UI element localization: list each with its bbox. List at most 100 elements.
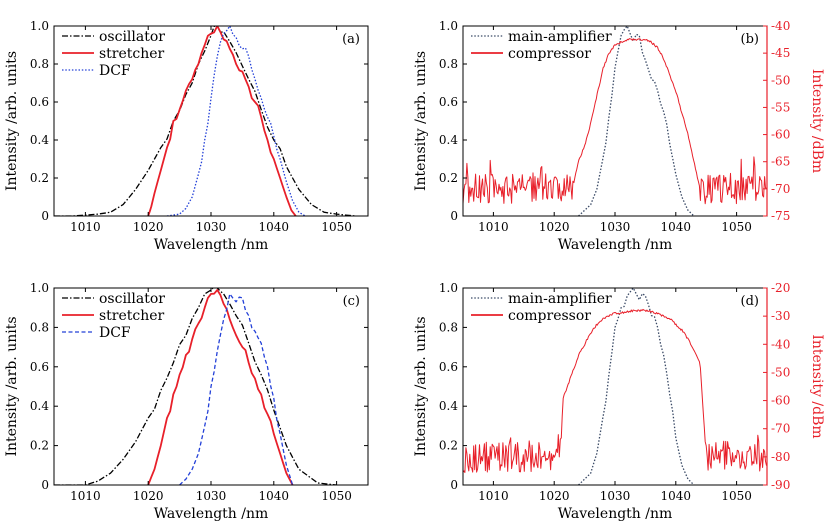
y2-tick-label: -45: [771, 46, 790, 60]
y-tick-label: 0: [450, 209, 458, 223]
y-tick-label: 0.2: [439, 439, 458, 453]
panel-b: 1010 1020 1030 1040 1050 0 0.2 0.4 0.6 0.8 1.0 -75 -…: [413, 19, 824, 253]
plot-area: [463, 288, 767, 485]
series-line-stretcher: [147, 289, 294, 485]
y2-axis-label: Intensity /dBm: [809, 69, 824, 173]
legend-label: oscillator: [99, 29, 165, 45]
y2-tick-label: -80: [771, 450, 790, 464]
x-tick-label: 1020: [133, 489, 164, 503]
panel-a: 1010 1020 1030 1040 1050 0 0.2 0.4 0.6 0.8 1.0 Wave…: [4, 19, 369, 253]
y-tick-label: 0.2: [30, 439, 49, 453]
y-tick-label: 0.6: [30, 95, 49, 109]
x-tick-label: 1040: [661, 489, 692, 503]
panel-label: (b): [741, 32, 759, 47]
panel-d: 1010 1020 1030 1040 1050 0 0.2 0.4 0.6 0.8 1.0 -90 -…: [413, 281, 824, 522]
y2-tick-label: -50: [771, 73, 790, 87]
y-tick-label: 0.2: [30, 171, 49, 185]
y2-tick-label: -30: [771, 309, 790, 323]
x-axis-label: Wavelength /nm: [558, 506, 673, 522]
series-line-dcf: [179, 293, 294, 485]
panel-c: 1010 1020 1030 1040 1050 0 0.2 0.4 0.6 0.8 1.0 Wave…: [4, 281, 369, 522]
y-tick-label: 0.8: [439, 320, 458, 334]
x-tick-label: 1040: [259, 220, 290, 234]
x-axis-label: Wavelength /nm: [154, 237, 269, 253]
x-tick-label: 1040: [661, 220, 692, 234]
y-axis-label: Intensity /arb. units: [4, 316, 20, 456]
y-tick-label: 0: [450, 478, 458, 492]
x-tick-label: 1020: [133, 220, 164, 234]
x-tick-label: 1030: [196, 489, 227, 503]
x-tick-label: 1050: [321, 489, 352, 503]
y2-tick-label: -55: [771, 100, 790, 114]
x-tick-label: 1030: [196, 220, 227, 234]
legend-label: main-amplifier: [508, 291, 612, 307]
series-line-oscillator: [54, 288, 337, 485]
y2-tick-label: -70: [771, 422, 790, 436]
panel-label: (a): [342, 32, 360, 47]
x-tick-label: 1050: [721, 489, 752, 503]
plot-area: [54, 288, 337, 485]
y2-tick-label: -90: [771, 478, 790, 492]
y-tick-label: 0.6: [30, 360, 49, 374]
y-tick-label: 1.0: [439, 281, 458, 295]
x-axis-label: Wavelength /nm: [154, 506, 269, 522]
series-line-main-amplifier: [578, 288, 695, 485]
y-tick-label: 0.8: [30, 320, 49, 334]
series-line-compressor: [463, 308, 767, 473]
legend-label: oscillator: [99, 291, 165, 307]
y2-tick-label: -40: [771, 19, 790, 33]
y2-tick-label: -65: [771, 155, 790, 169]
x-tick-label: 1010: [70, 220, 101, 234]
x-tick-label: 1040: [259, 489, 290, 503]
y-axis-label: Intensity /arb. units: [413, 316, 429, 456]
y-tick-label: 0.2: [439, 171, 458, 185]
x-tick-label: 1010: [70, 489, 101, 503]
series-line-dcf: [166, 26, 306, 216]
x-tick-label: 1020: [539, 489, 570, 503]
y2-tick-label: -40: [771, 337, 790, 351]
series-line-stretcher: [147, 26, 297, 216]
y-tick-label: 1.0: [30, 281, 49, 295]
x-tick-label: 1030: [600, 220, 631, 234]
legend-label: DCF: [99, 63, 131, 79]
y-tick-label: 0.4: [30, 133, 49, 147]
panel-label: (d): [741, 294, 759, 309]
x-axis-label: Wavelength /nm: [558, 237, 673, 253]
x-tick-label: 1050: [321, 220, 352, 234]
y-tick-label: 0.4: [439, 399, 458, 413]
x-tick-label: 1020: [539, 220, 570, 234]
y-tick-label: 0: [41, 478, 49, 492]
y-axis-label: Intensity /arb. units: [413, 51, 429, 191]
x-tick-label: 1010: [478, 489, 509, 503]
x-tick-label: 1010: [478, 220, 509, 234]
y-tick-label: 0.4: [439, 133, 458, 147]
y-tick-label: 0: [41, 209, 49, 223]
y2-axis-label: Intensity /dBm: [809, 334, 824, 438]
x-tick-label: 1050: [721, 220, 752, 234]
y2-tick-label: -20: [771, 281, 790, 295]
y2-tick-label: -60: [771, 394, 790, 408]
series-line-compressor: [463, 38, 767, 205]
y-tick-label: 0.4: [30, 399, 49, 413]
y2-tick-label: -70: [771, 182, 790, 196]
legend-label: stretcher: [99, 308, 165, 324]
y-tick-label: 0.6: [439, 95, 458, 109]
y-tick-label: 0.8: [30, 57, 49, 71]
legend-label: stretcher: [99, 46, 165, 62]
y-axis-label: Intensity /arb. units: [4, 51, 20, 191]
y-tick-label: 0.6: [439, 360, 458, 374]
x-tick-label: 1030: [600, 489, 631, 503]
y-tick-label: 0.8: [439, 57, 458, 71]
plot-area: [463, 26, 767, 216]
y-tick-label: 1.0: [439, 19, 458, 33]
legend-label: DCF: [99, 325, 131, 341]
y2-tick-label: -75: [771, 209, 790, 223]
y2-tick-label: -50: [771, 365, 790, 379]
y-tick-label: 1.0: [30, 19, 49, 33]
legend-label: compressor: [508, 308, 591, 324]
